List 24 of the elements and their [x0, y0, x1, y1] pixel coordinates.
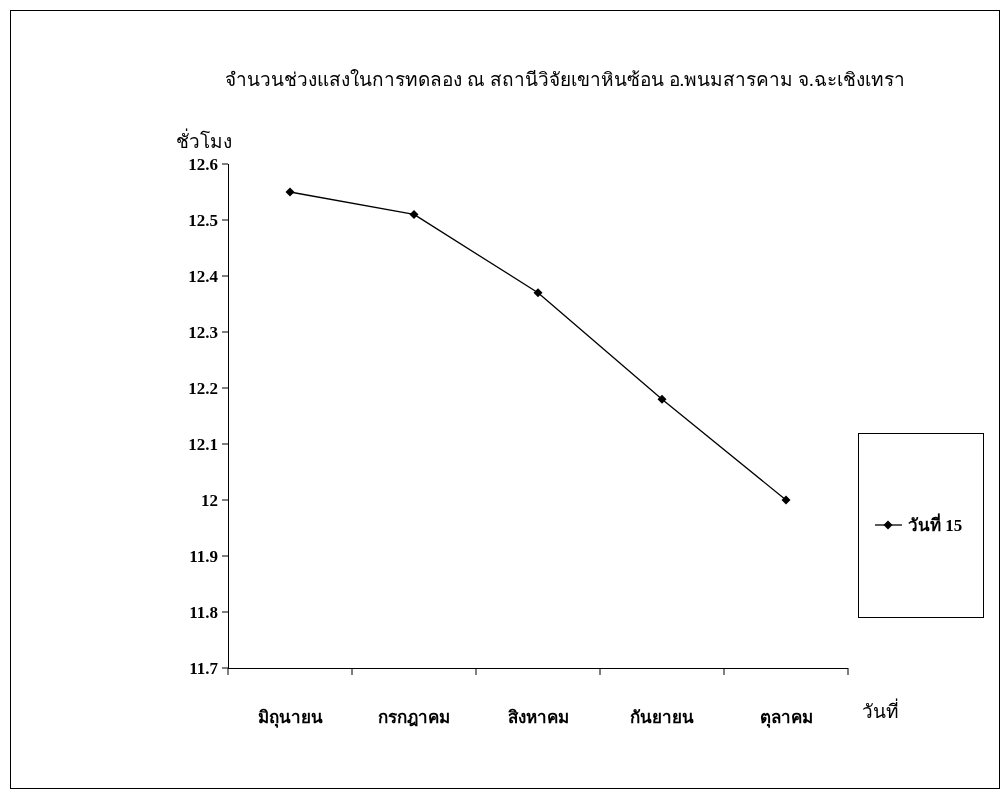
x-tick-label: มิถุนายน [257, 708, 323, 728]
chart-title: จำนวนช่วงแสงในการทดลอง ณ สถานีวิจัยเขาหินซ้อน อ.พนมสารคาม จ.ฉะเชิงเทรา [225, 69, 905, 90]
y-tick-label: 12.3 [188, 323, 218, 342]
y-tick-label: 12.2 [188, 379, 218, 398]
y-axis-title: ชั่วโมง [176, 128, 232, 152]
legend-label: วันที่ 15 [908, 513, 963, 535]
y-tick-label: 11.8 [189, 603, 218, 622]
x-tick-label: กันยายน [630, 708, 694, 727]
point [409, 209, 419, 219]
y-tick-label: 11.9 [189, 547, 218, 566]
y-tick-label: 12.1 [188, 435, 218, 454]
x-tick-label: ตุลาคม [759, 708, 813, 728]
y-tick-label: 11.7 [189, 659, 219, 678]
x-tick-label: สิงหาคม [507, 708, 569, 727]
point [781, 495, 791, 505]
y-tick-label: 12.5 [188, 211, 218, 230]
y-tick-label: 12.4 [188, 267, 219, 286]
point [533, 288, 543, 298]
point [285, 187, 295, 197]
y-tick-label: 12.6 [188, 155, 218, 174]
point [657, 394, 667, 404]
x-axis-title: วันที่ [861, 698, 899, 722]
x-tick-label: กรกฎาคม [378, 708, 450, 727]
y-tick-label: 12 [201, 491, 218, 510]
